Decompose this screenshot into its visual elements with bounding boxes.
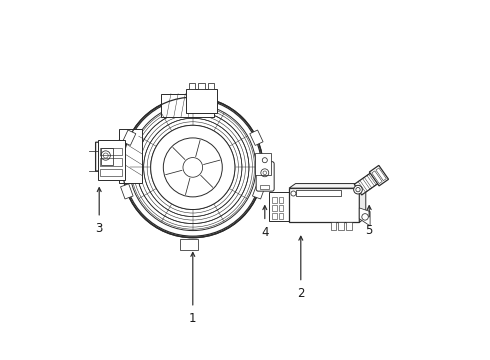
Circle shape xyxy=(124,99,262,236)
Bar xyxy=(186,89,217,113)
Circle shape xyxy=(354,185,362,194)
Polygon shape xyxy=(252,184,265,199)
Bar xyxy=(346,222,352,230)
Bar xyxy=(330,222,336,230)
Text: 5: 5 xyxy=(366,224,373,237)
Polygon shape xyxy=(122,130,136,145)
Bar xyxy=(272,205,277,211)
Text: 4: 4 xyxy=(261,226,269,239)
Bar xyxy=(180,239,198,250)
Bar xyxy=(295,190,341,196)
Text: 1: 1 xyxy=(189,312,196,325)
Bar xyxy=(189,84,196,89)
Circle shape xyxy=(163,138,222,197)
Polygon shape xyxy=(96,142,119,171)
Bar xyxy=(119,145,125,149)
Bar xyxy=(272,197,277,203)
Polygon shape xyxy=(354,172,379,195)
Bar xyxy=(261,185,269,189)
Bar xyxy=(101,171,110,177)
Bar xyxy=(272,213,277,219)
Circle shape xyxy=(260,156,270,165)
Polygon shape xyxy=(255,153,271,175)
Bar xyxy=(270,192,289,221)
Text: 2: 2 xyxy=(297,287,305,300)
Polygon shape xyxy=(359,184,366,222)
Bar xyxy=(208,84,214,89)
Polygon shape xyxy=(359,208,370,226)
Bar xyxy=(198,84,205,89)
Bar xyxy=(98,140,124,180)
Polygon shape xyxy=(161,94,214,117)
Bar xyxy=(100,169,122,176)
Bar xyxy=(119,156,125,160)
Polygon shape xyxy=(119,129,142,183)
Polygon shape xyxy=(250,130,263,145)
Bar xyxy=(100,158,122,166)
Bar xyxy=(289,188,359,222)
Polygon shape xyxy=(289,184,366,188)
Bar xyxy=(279,197,283,203)
Polygon shape xyxy=(369,165,389,186)
Circle shape xyxy=(151,125,235,210)
Polygon shape xyxy=(121,184,133,199)
Text: 3: 3 xyxy=(96,222,103,235)
Bar xyxy=(100,148,122,155)
Bar xyxy=(279,205,283,211)
Bar xyxy=(339,222,344,230)
Bar xyxy=(279,213,283,219)
FancyBboxPatch shape xyxy=(256,162,274,191)
